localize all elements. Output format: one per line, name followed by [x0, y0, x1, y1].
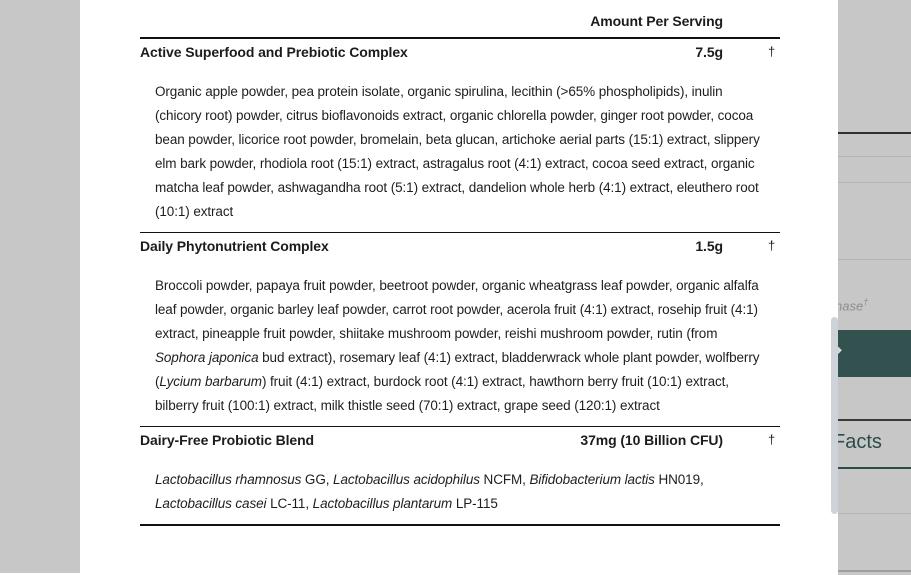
divider [838, 132, 911, 134]
divider [838, 259, 911, 260]
divider [838, 156, 911, 157]
blend-name: Dairy-Free Probiotic Blend [140, 432, 314, 448]
blend-name: Active Superfood and Prebiotic Complex [140, 44, 408, 60]
divider [838, 570, 911, 572]
accent-divider [838, 467, 911, 469]
arrow-right-icon: ➔ [838, 343, 843, 358]
divider [838, 419, 911, 421]
modal-scrollbar-thumb[interactable] [831, 317, 838, 514]
supplement-facts-table: Amount Per Serving Active Superfood and … [140, 0, 780, 526]
facts-row-probiotic-blend: Dairy-Free Probiotic Blend 37mg (10 Bill… [140, 427, 780, 526]
facts-row-phytonutrient-complex: Daily Phytonutrient Complex 1.5g † Brocc… [140, 233, 780, 427]
divider [838, 182, 911, 183]
amount-per-serving-header: Amount Per Serving [590, 13, 723, 29]
daily-value-dagger: † [768, 44, 776, 59]
facts-row-superfood-complex: Active Superfood and Prebiotic Complex 7… [140, 39, 780, 233]
facts-section-heading-fragment: Facts [838, 431, 882, 453]
blend-ingredients: Lactobacillus rhamnosus GG, Lactobacillu… [155, 472, 704, 511]
subscription-purchase-note-fragment: hase† [838, 297, 869, 314]
daily-value-dagger: † [768, 238, 776, 253]
divider [838, 513, 911, 514]
blend-amount: 7.5g [695, 44, 723, 60]
blend-ingredients: Organic apple powder, pea protein isolat… [155, 84, 760, 219]
blend-name: Daily Phytonutrient Complex [140, 238, 329, 254]
modal-backdrop[interactable] [0, 0, 80, 573]
blend-amount: 1.5g [695, 238, 723, 254]
add-to-cart-button-partial[interactable]: ➔ [838, 330, 911, 377]
blend-amount: 37mg (10 Billion CFU) [580, 432, 723, 448]
dimmed-product-page: hase† ➔ Facts [838, 0, 911, 575]
daily-value-dagger: † [768, 432, 776, 447]
blend-ingredients: Broccoli powder, papaya fruit powder, be… [155, 278, 760, 413]
facts-table-header: Amount Per Serving [140, 0, 780, 39]
supplement-facts-panel: Amount Per Serving Active Superfood and … [80, 0, 838, 575]
